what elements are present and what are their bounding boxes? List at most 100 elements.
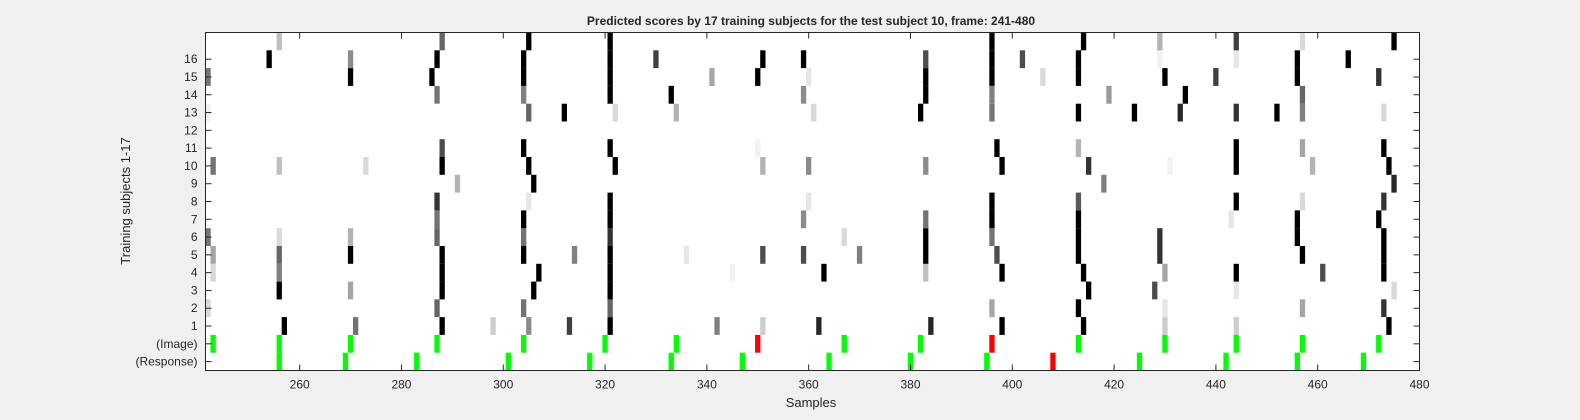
score-cell [521,210,527,229]
score-cell [1299,299,1306,318]
score-cell [1376,210,1382,229]
score-cell [434,210,440,229]
score-cell [1386,317,1392,335]
score-cell [363,157,369,175]
score-cell [923,263,929,282]
y-tick-label: 15 [184,70,198,84]
image-marker [602,334,608,353]
score-cell [923,85,929,104]
score-cell [353,317,359,335]
score-cell [1274,103,1280,122]
score-cell [521,228,527,246]
score-cell [989,228,995,246]
score-cell [210,157,216,175]
x-tick-label: 440 [1206,378,1226,392]
y-tick-label: 1 [191,319,198,333]
score-cell [989,85,995,104]
score-cell [1376,68,1382,86]
score-cell [816,317,822,335]
score-cell [607,228,613,246]
image-marker [276,334,282,353]
score-cell [989,192,995,211]
score-cell [856,246,863,264]
image-marker [1233,334,1239,353]
score-cell [1162,299,1168,318]
image-marker [1075,334,1082,353]
score-cell [653,50,659,69]
x-tick-label: 320 [595,378,615,392]
score-cell [276,32,282,51]
score-cell [607,85,613,104]
score-cell [1131,103,1138,122]
score-cell [1320,263,1326,282]
score-cell [607,192,613,211]
y-tick-label: 2 [191,301,198,315]
score-cell [1157,228,1163,246]
score-cell [1233,192,1239,211]
score-cell [923,50,929,69]
score-cell [521,68,527,86]
score-cell [806,192,812,211]
image-marker [347,334,354,353]
score-cell [210,246,216,264]
score-cell [1086,157,1092,175]
response-marker [668,352,674,371]
response-marker [907,352,914,371]
score-cell [999,157,1005,175]
score-cell [1157,50,1163,69]
score-cell [1294,50,1300,69]
score-cells [205,32,1397,335]
score-cell [806,157,812,175]
score-cell [276,157,282,175]
score-cell [276,246,282,264]
score-cell [1233,50,1239,69]
score-cell [526,317,532,335]
score-cell [923,210,929,229]
score-cell [800,246,807,264]
score-cell [1381,192,1387,211]
score-cell [923,68,929,86]
image-marker [434,334,440,353]
score-cell [1294,210,1300,229]
score-cell [918,103,924,122]
score-cell [571,246,578,264]
score-cell [755,139,761,157]
score-cell [607,299,613,318]
score-cell [989,68,995,86]
score-cell [729,263,735,282]
score-cell [800,210,807,229]
score-cell [607,281,613,300]
response-marker [587,352,593,371]
x-axis-label: Samples [786,395,837,410]
score-cell [1152,281,1158,300]
score-cell [1299,246,1306,264]
score-cell [1080,32,1087,51]
score-cell [612,157,618,175]
response-marker [342,352,349,371]
score-cell [999,263,1005,282]
score-cell [923,246,929,264]
score-cell [281,317,287,335]
response-marker [984,352,990,371]
score-cell [531,174,537,193]
score-cell [668,85,674,104]
score-cell [521,139,527,157]
score-cell [1299,103,1306,122]
y-tick-label: 9 [191,177,198,191]
y-tick-label: 3 [191,283,198,297]
score-cell [1075,192,1082,211]
score-cell [1233,139,1239,157]
score-cell [811,103,817,122]
score-cell [989,103,995,122]
score-cell [1299,192,1306,211]
x-tick-label: 480 [1409,378,1429,392]
score-cell [521,50,527,69]
y-tick-label: (Response) [135,355,197,369]
score-cell [439,32,445,51]
response-marker [276,352,282,371]
score-cell [1228,210,1234,229]
score-cell [1391,32,1397,51]
score-cell [1381,299,1387,318]
score-cell [841,228,847,246]
score-cell [434,228,440,246]
